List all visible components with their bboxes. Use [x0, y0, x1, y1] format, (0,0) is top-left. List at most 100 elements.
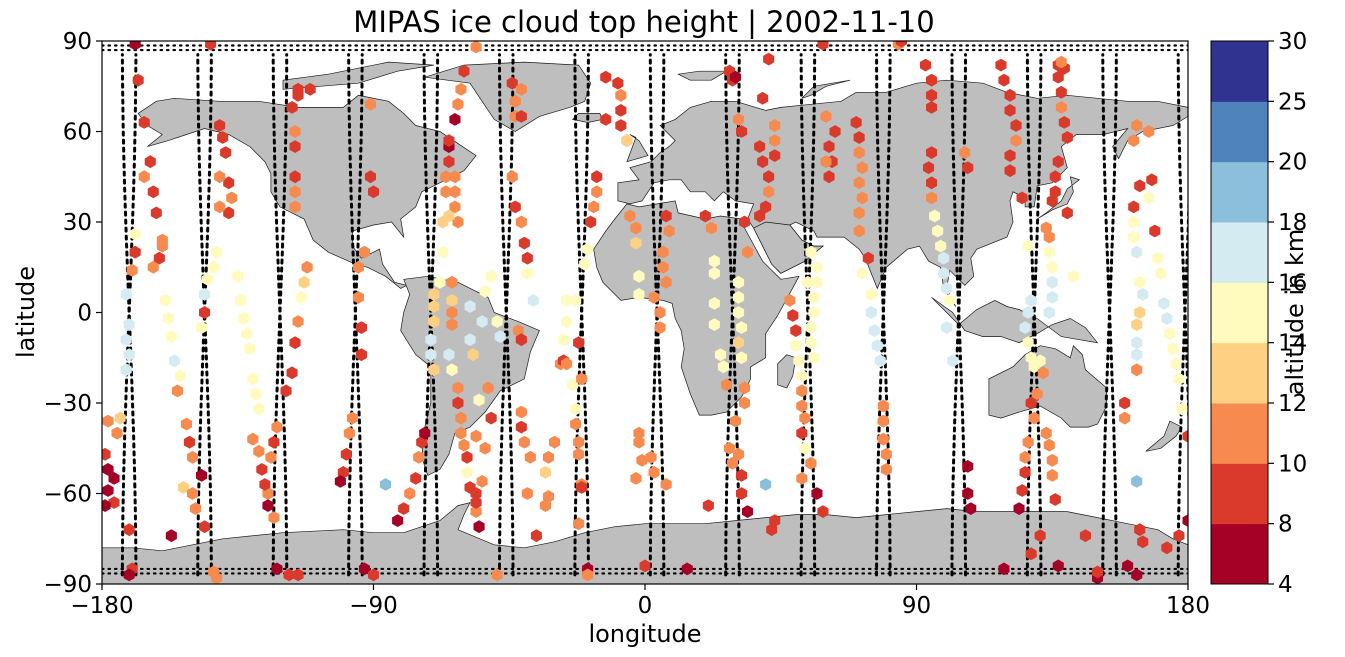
- cloud-point: [1046, 260, 1058, 274]
- cloud-point: [1173, 529, 1185, 543]
- cloud-point: [739, 381, 751, 395]
- cloud-point: [1128, 200, 1140, 214]
- colorbar-tick-label: 16: [1278, 270, 1307, 296]
- cloud-point: [723, 441, 735, 455]
- colorbar-segment: [1211, 282, 1268, 344]
- cloud-point: [509, 94, 521, 108]
- cloud-point: [467, 348, 479, 362]
- cloud-point: [199, 288, 211, 301]
- cloud-point: [355, 321, 367, 334]
- cloud-point: [570, 417, 582, 431]
- cloud-point: [111, 426, 123, 440]
- cloud-point: [763, 52, 775, 66]
- cloud-point: [470, 429, 482, 443]
- cloud-point: [742, 245, 754, 259]
- cloud-point: [1040, 426, 1052, 440]
- cloud-point: [150, 206, 162, 220]
- cloud-point: [790, 324, 802, 337]
- cloud-point: [1022, 306, 1034, 319]
- cloud-point: [811, 260, 823, 274]
- cloud-point: [1173, 372, 1185, 386]
- orbit-track-10-desc: [875, 53, 892, 577]
- cloud-point: [708, 297, 720, 310]
- cloud-point: [126, 263, 138, 277]
- cloud-point: [1143, 125, 1155, 138]
- cloud-point: [449, 200, 461, 214]
- cloud-point: [739, 396, 751, 410]
- cloud-point: [129, 227, 141, 241]
- cloud-point: [582, 242, 594, 256]
- cloud-point: [165, 529, 177, 543]
- cloud-point: [796, 369, 808, 383]
- cloud-point: [440, 185, 452, 199]
- cloud-point: [440, 170, 452, 184]
- cloud-point: [733, 447, 745, 461]
- cloud-point: [926, 88, 938, 102]
- cloud-point: [1128, 230, 1140, 244]
- cloud-point: [479, 285, 491, 298]
- orbit-track-13-desc: [1101, 53, 1118, 577]
- cloud-point: [464, 333, 476, 347]
- cloud-point: [760, 200, 772, 214]
- cloud-point: [1131, 336, 1143, 350]
- cloud-point: [458, 64, 470, 78]
- cloud-point: [437, 245, 449, 259]
- cloud-point: [1049, 185, 1061, 199]
- colorbar-ticks: 4 8 10 12 14 16 18 20 25 30: [1268, 29, 1307, 598]
- cloud-point: [286, 101, 298, 114]
- cloud-point: [1079, 529, 1091, 543]
- land-greenland: [424, 61, 592, 132]
- cloud-point: [1034, 354, 1046, 368]
- orbit-track-5-desc: [498, 53, 515, 577]
- cloud-point: [769, 149, 781, 162]
- cloud-point: [368, 185, 379, 199]
- cloud-point: [733, 113, 745, 126]
- cloud-point: [736, 487, 748, 500]
- y-axis-label: latitude: [12, 266, 40, 358]
- cloud-point: [757, 155, 769, 169]
- cloud-point: [717, 360, 729, 374]
- cloud-point: [621, 134, 633, 147]
- cloud-point: [573, 517, 585, 531]
- cloud-point: [352, 260, 364, 274]
- cloud-point: [449, 185, 461, 199]
- cloud-point: [1131, 568, 1143, 582]
- cloud-point: [1046, 469, 1058, 482]
- colorbar-label: altitude in km: [1281, 229, 1309, 396]
- cloud-point: [959, 146, 971, 159]
- cloud-point: [720, 378, 732, 392]
- cloud-point: [211, 571, 223, 584]
- cloud-point: [1019, 450, 1031, 464]
- cloud-point: [120, 333, 132, 347]
- cloud-point: [1158, 297, 1170, 310]
- cloud-point: [799, 441, 811, 455]
- cloud-point: [736, 321, 748, 334]
- cloud-point: [660, 275, 672, 289]
- cloud-point: [470, 487, 482, 500]
- cloud-point: [515, 215, 527, 229]
- cloud-point: [549, 435, 560, 449]
- cloud-point: [1149, 224, 1161, 238]
- cloud-point: [515, 82, 527, 96]
- cloud-point: [576, 481, 588, 494]
- colorbar-tick-label: 20: [1278, 150, 1307, 176]
- cloud-point: [271, 420, 283, 434]
- cloud-point: [630, 221, 642, 235]
- cloud-point: [561, 294, 573, 307]
- cloud-point: [446, 275, 458, 289]
- cloud-point: [147, 260, 159, 274]
- orbit-track-12-desc: [1025, 53, 1043, 577]
- orbit-track-8-desc: [724, 53, 741, 577]
- cloud-point: [138, 170, 150, 184]
- cloud-point: [280, 384, 292, 398]
- cloud-point: [1016, 191, 1028, 205]
- cloud-point: [802, 275, 814, 289]
- cloud-point: [1025, 294, 1037, 307]
- cloud-point: [754, 140, 766, 153]
- cloud-point: [1182, 429, 1188, 443]
- cloud-point: [754, 209, 766, 223]
- cloud-point: [1061, 206, 1073, 220]
- cloud-point: [114, 411, 126, 425]
- cloud-point: [102, 447, 111, 461]
- y-tick-label: −30: [43, 391, 92, 417]
